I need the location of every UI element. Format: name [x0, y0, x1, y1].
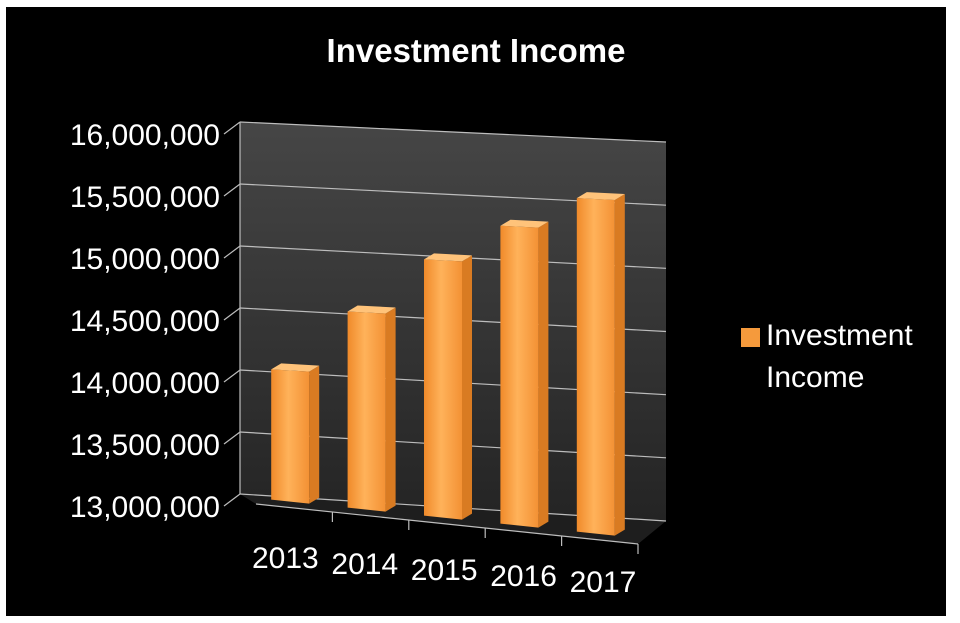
y-tick-label: 13,000,000 [70, 491, 220, 524]
y-tick-label: 15,000,000 [70, 243, 220, 276]
legend: Investment Income [741, 319, 921, 394]
x-tick-label: 2013 [252, 542, 319, 575]
legend-label-line-2: Income [766, 361, 864, 394]
legend-label: Investment Income [766, 319, 921, 394]
y-tick-label: 16,000,000 [70, 119, 220, 152]
y-tick-label: 14,500,000 [70, 305, 220, 338]
y-tick-label: 14,000,000 [70, 367, 220, 400]
y-axis-tick [223, 121, 241, 135]
y-axis-tick [223, 369, 241, 383]
bars [271, 192, 625, 536]
bar-top [271, 363, 320, 372]
bar-top [500, 219, 549, 228]
legend-swatch [741, 328, 760, 347]
y-axis-tick [223, 431, 241, 445]
bar [271, 369, 310, 504]
x-tick-labels: 2013 2014 2015 2016 2017 [252, 542, 636, 599]
bar [347, 311, 386, 512]
chart-floor [240, 494, 666, 544]
bar-top [424, 253, 472, 262]
bar [500, 225, 539, 528]
bar-top [576, 192, 625, 201]
y-axis-tick [223, 245, 241, 259]
bar [576, 198, 615, 536]
y-axis-tick [223, 183, 241, 197]
bar-side [385, 307, 396, 512]
x-tick-label: 2014 [331, 548, 398, 581]
axes [223, 121, 639, 554]
y-tick-labels: 13,000,000 13,500,000 14,000,000 14,500,000… [70, 119, 220, 524]
bar-top [347, 305, 396, 314]
bar-side [614, 194, 625, 536]
gridline [239, 121, 667, 143]
bar-side [462, 255, 472, 520]
bar-side [538, 221, 549, 528]
x-axis-line [255, 503, 639, 545]
y-tick-label: 15,500,000 [70, 181, 220, 214]
legend-label-line-1: Investment [766, 319, 913, 352]
y-tick-label: 13,500,000 [70, 429, 220, 462]
bar [424, 259, 462, 520]
y-axis-tick [223, 307, 241, 321]
chart: 13,000,000 13,500,000 14,000,000 14,500,000… [70, 32, 921, 599]
y-axis-tick [223, 493, 241, 507]
x-tick-label: 2016 [490, 560, 557, 593]
chart-frame: 13,000,000 13,500,000 14,000,000 14,500,000… [6, 7, 946, 616]
chart-title: Investment Income [327, 32, 626, 69]
bar-side [309, 365, 320, 504]
x-tick-label: 2015 [411, 554, 478, 587]
x-tick-label: 2017 [570, 566, 637, 599]
